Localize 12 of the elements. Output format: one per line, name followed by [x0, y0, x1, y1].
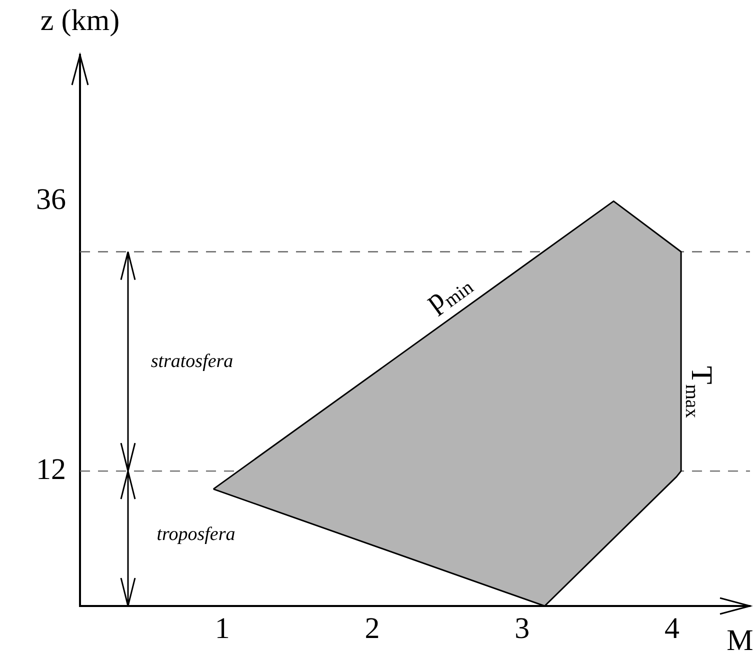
y-tick-label: 12	[36, 452, 66, 486]
x-tick-label: 1	[214, 612, 230, 645]
annotation: stratosfera	[150, 351, 234, 372]
x-tick-label: 3	[514, 612, 530, 645]
y-tick-label: 36	[36, 183, 66, 216]
x-tick-label: 2	[364, 612, 380, 645]
y-axis-title: z (km)	[40, 4, 120, 37]
x-axis-title: M	[726, 624, 754, 657]
annotation: Tmax	[680, 366, 718, 418]
annotation: troposfera	[156, 524, 236, 545]
x-tick-label: 4	[664, 612, 680, 645]
annotation: pmin	[419, 276, 478, 318]
